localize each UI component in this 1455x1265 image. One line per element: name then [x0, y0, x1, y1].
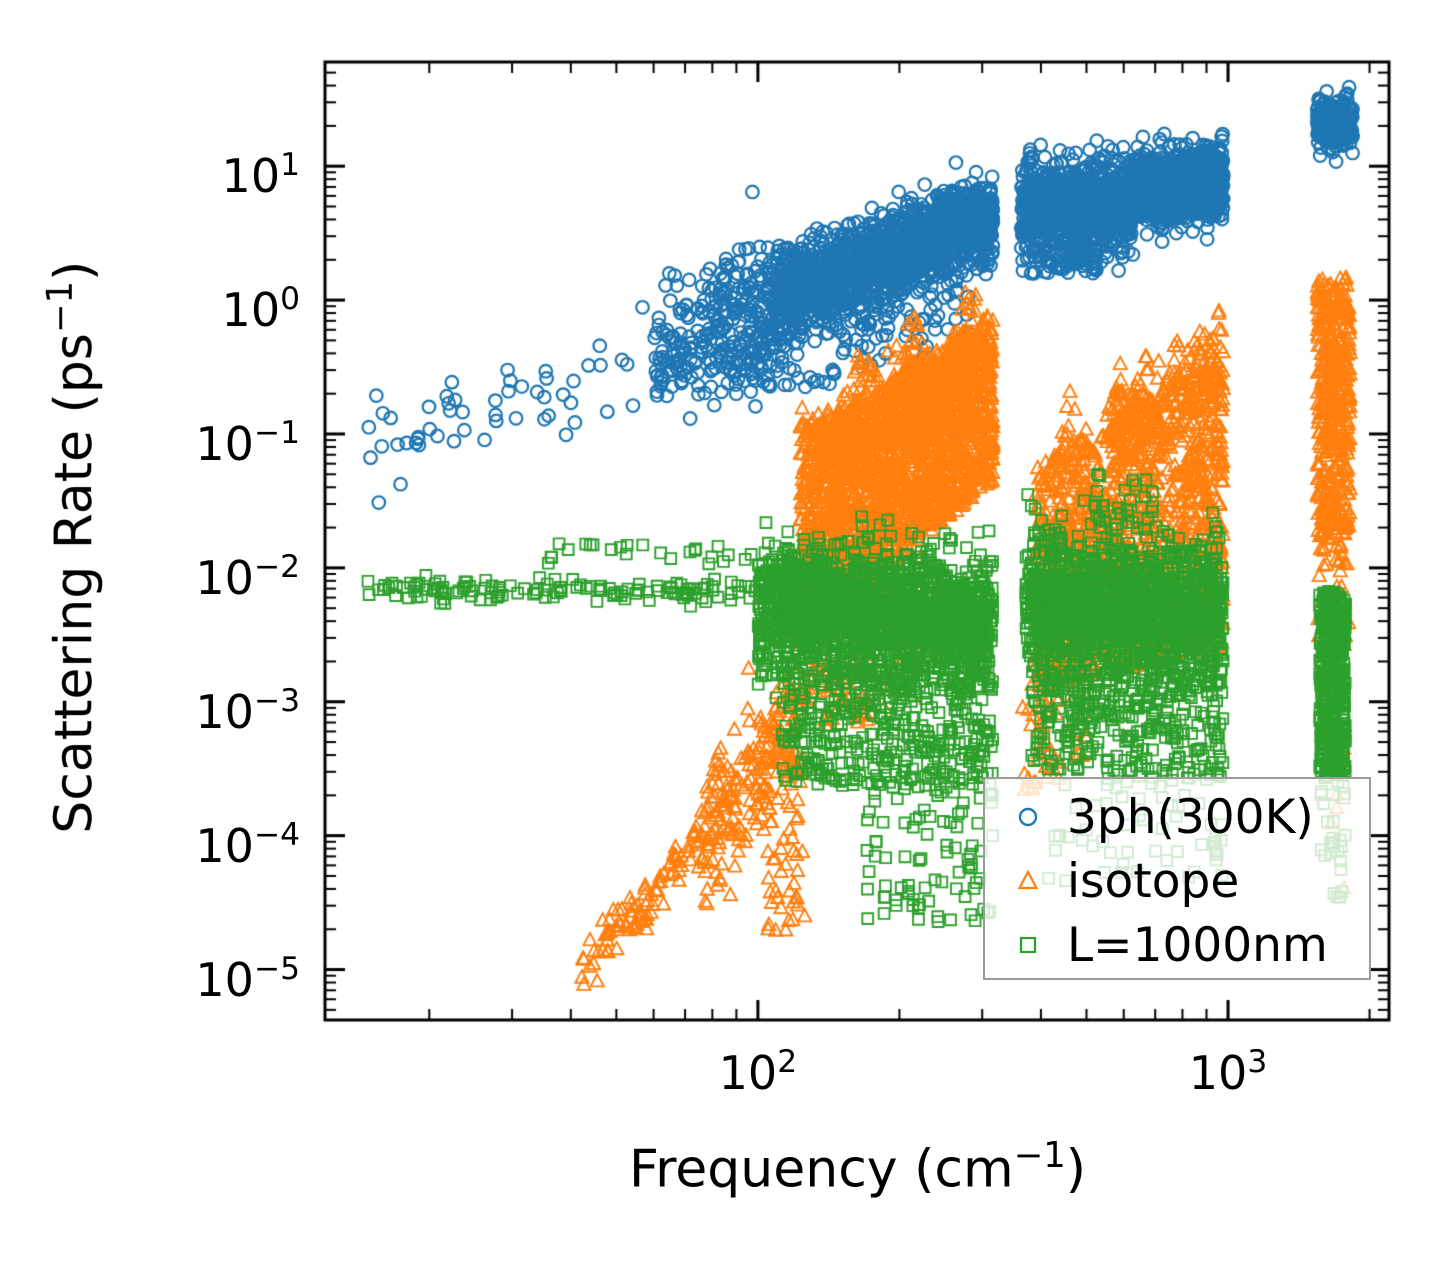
legend-item: 3ph(300K)	[985, 785, 1369, 849]
y-tick-label: 10−3	[195, 682, 300, 739]
y-tick-label: 10−2	[195, 548, 300, 606]
x-tick-label: 103	[1188, 1044, 1268, 1101]
legend: 3ph(300K) isotope L=1000nm	[983, 777, 1371, 980]
legend-label: 3ph(300K)	[1067, 789, 1314, 845]
y-tick-label: 10−4	[195, 816, 300, 873]
x-tick-label: 102	[718, 1044, 798, 1101]
legend-label: L=1000nm	[1067, 917, 1328, 973]
legend-item: L=1000nm	[985, 913, 1369, 977]
legend-label: isotope	[1067, 853, 1240, 909]
y-tick-label: 100	[221, 281, 300, 338]
x-axis-label: Frequency (cm−1)	[628, 1135, 1087, 1200]
y-tick-label: 101	[221, 147, 300, 204]
legend-circle-icon	[1011, 800, 1045, 834]
legend-triangle-icon	[1011, 864, 1045, 898]
legend-item: isotope	[985, 849, 1369, 913]
y-tick-label: 10−5	[195, 950, 300, 1007]
legend-square-icon	[1011, 928, 1045, 962]
y-tick-label: 10−1	[195, 414, 300, 472]
